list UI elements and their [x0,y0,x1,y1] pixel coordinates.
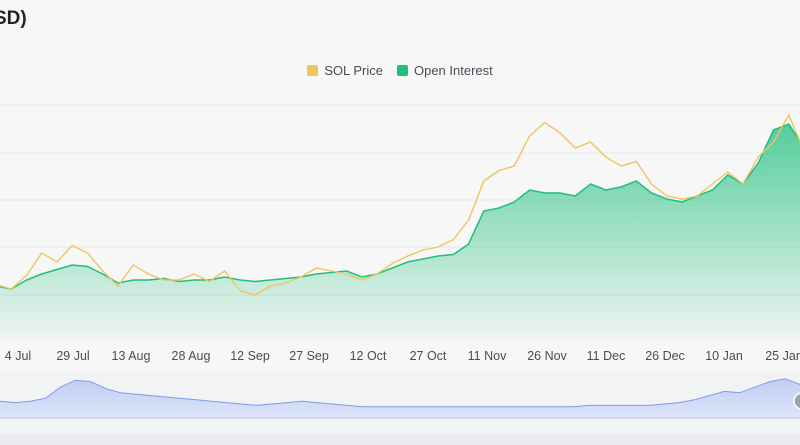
x-tick-label: 10 Jan [705,349,743,363]
legend-label-open-interest: Open Interest [413,63,493,78]
chart-title: SD) [0,8,27,29]
navigator-line [0,378,800,408]
navigator-scrollbar[interactable] [0,434,800,445]
range-navigator[interactable] [0,372,800,445]
legend-item-open-interest[interactable]: Open Interest [396,63,493,78]
series-open-interest-area [0,124,800,340]
x-tick-label: 27 Oct [410,349,447,363]
series-layer [0,113,800,340]
x-tick-label: 28 Aug [172,349,211,363]
x-tick-label: 27 Sep [289,349,329,363]
legend-label-sol-price: SOL Price [324,63,383,78]
x-tick-label: 26 Dec [645,349,685,363]
legend-swatch-open-interest [396,65,408,76]
x-tick-label: 26 Nov [527,349,567,363]
chart-legend: SOL Price Open Interest [0,63,800,78]
legend-swatch-sol-price [307,65,319,76]
navigator-area [0,378,800,418]
x-tick-label: 12 Sep [230,349,270,363]
x-tick-label: 13 Aug [112,349,151,363]
series-sol-price-line [0,113,800,296]
x-tick-label: 12 Oct [350,349,387,363]
x-tick-label: 11 Dec [587,349,626,363]
x-tick-label: 29 Jul [56,349,89,363]
x-tick-label: 25 Jan [765,349,800,363]
x-tick-label: 4 Jul [5,349,31,363]
series-open-interest-line [0,123,800,290]
x-axis-ticks: 4 Jul 29 Jul 13 Aug 28 Aug 12 Sep 27 Sep 12 Oc… [5,349,800,363]
legend-item-sol-price[interactable]: SOL Price [307,63,383,78]
navigator-handle[interactable] [793,392,800,410]
x-tick-label: 11 Nov [468,349,507,363]
